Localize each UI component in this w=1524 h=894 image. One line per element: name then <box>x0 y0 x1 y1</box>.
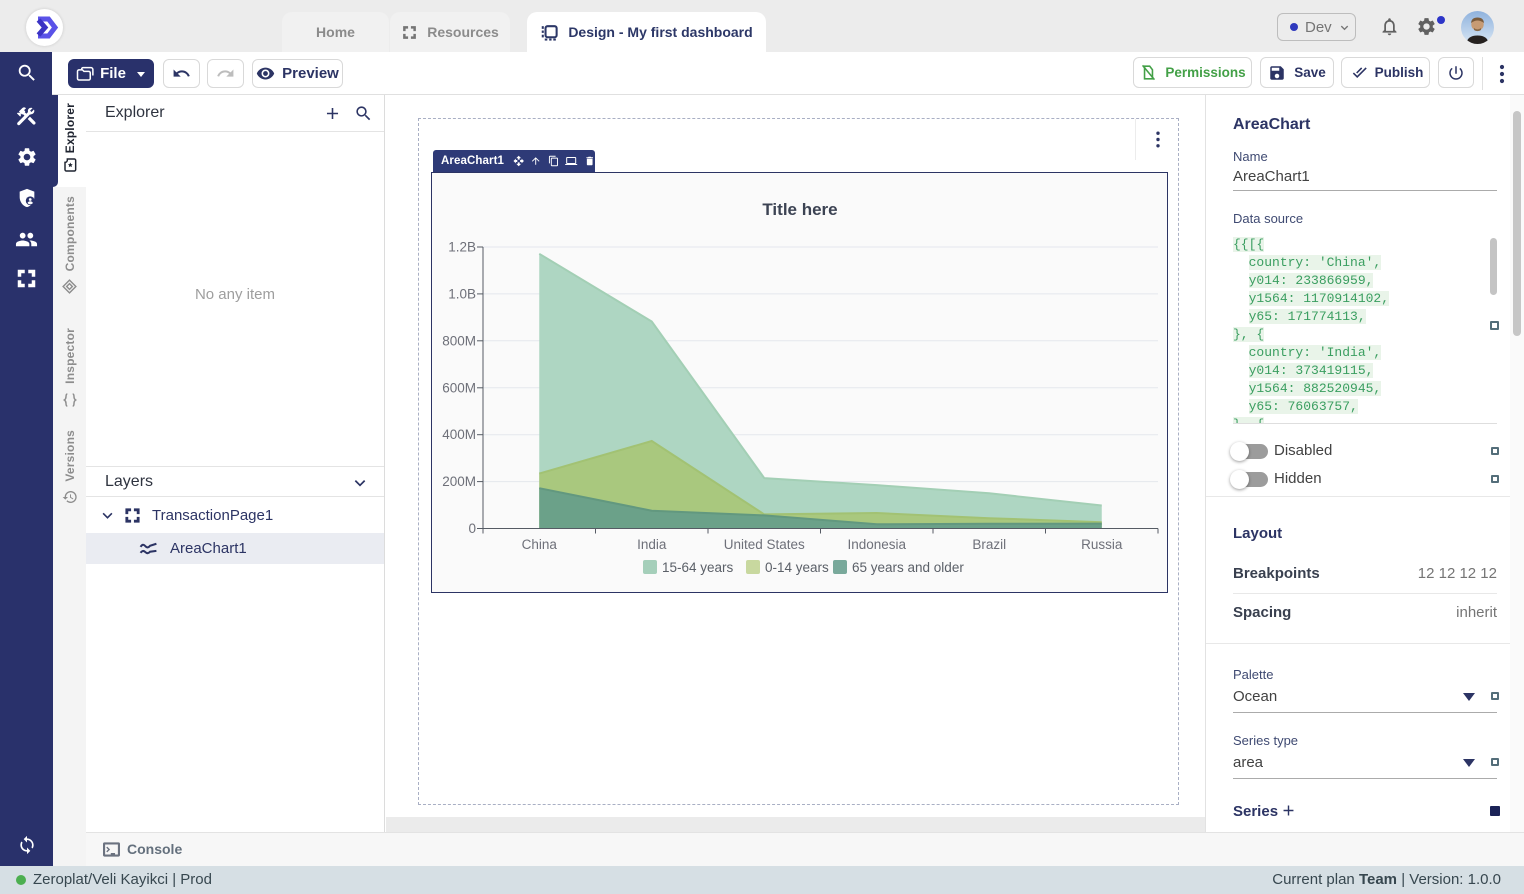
svg-text:Russia: Russia <box>1081 537 1123 552</box>
svg-text:India: India <box>637 537 667 552</box>
svg-text:United States: United States <box>724 537 805 552</box>
svg-text:1.2B: 1.2B <box>448 240 476 255</box>
svg-text:200M: 200M <box>442 474 476 489</box>
svg-text:600M: 600M <box>442 380 476 395</box>
svg-text:800M: 800M <box>442 333 476 348</box>
svg-text:Brazil: Brazil <box>972 537 1006 552</box>
svg-text:China: China <box>522 537 558 552</box>
svg-text:Indonesia: Indonesia <box>847 537 906 552</box>
svg-text:15-64 years: 15-64 years <box>662 560 734 575</box>
svg-text:65 years and older: 65 years and older <box>852 560 964 575</box>
svg-text:0-14 years: 0-14 years <box>765 560 829 575</box>
svg-text:Title here: Title here <box>762 200 837 219</box>
svg-text:1.0B: 1.0B <box>448 286 476 301</box>
svg-text:400M: 400M <box>442 427 476 442</box>
svg-text:0: 0 <box>468 521 476 536</box>
